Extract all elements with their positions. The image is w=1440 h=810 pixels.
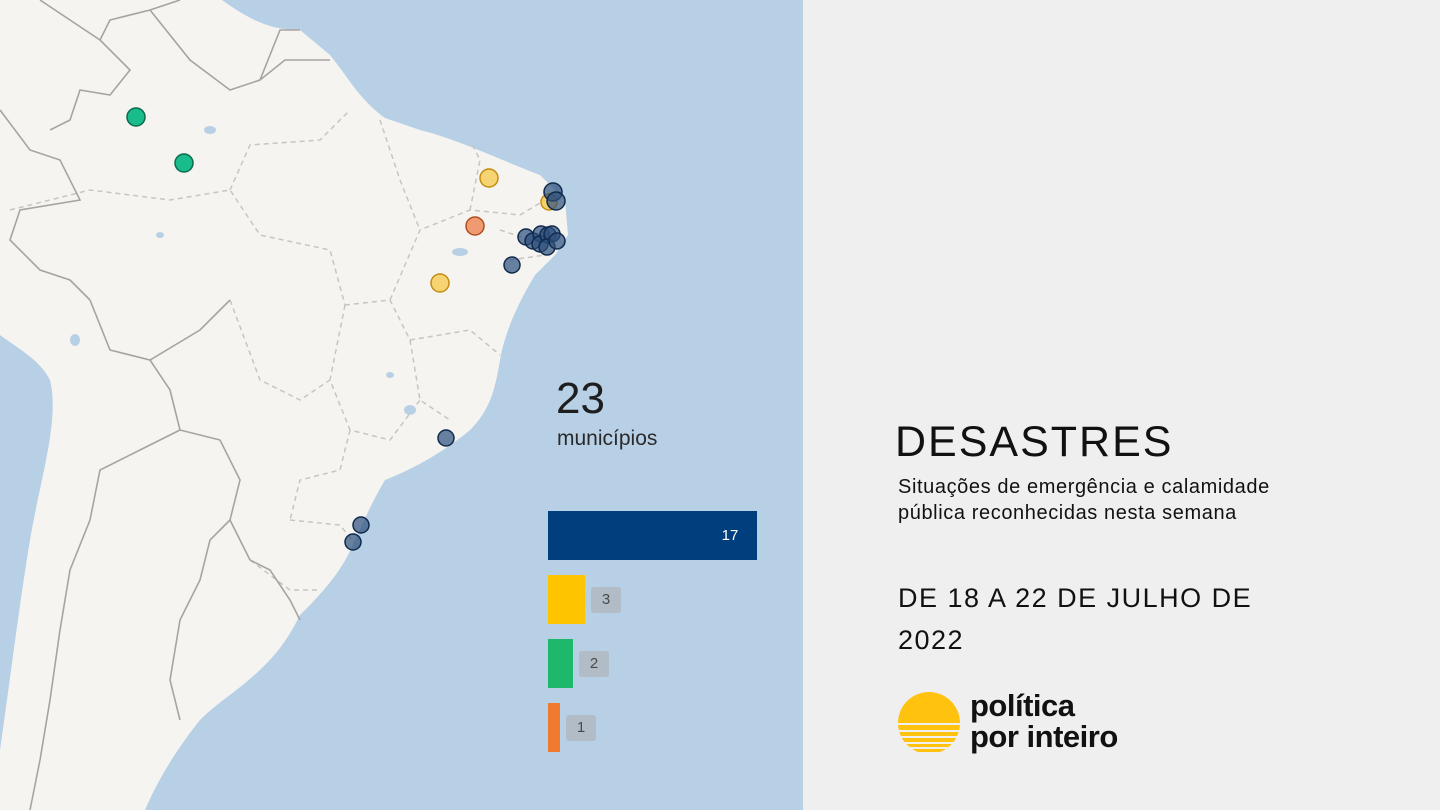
panel-subtitle: Situações de emergência e calamidade púb… — [898, 476, 1270, 524]
marker-seca[interactable] — [465, 216, 485, 236]
brand-line-2: por inteiro — [970, 719, 1118, 754]
marker-estiagem[interactable] — [430, 273, 450, 293]
marker-tempestade[interactable] — [437, 429, 455, 447]
brand-name: política por inteiro — [970, 690, 1118, 752]
category-value: 1 — [566, 715, 596, 741]
land-south-america — [0, 0, 568, 810]
category-value: 17 — [721, 527, 739, 544]
state-borders — [9, 109, 555, 591]
category-value: 3 — [591, 587, 621, 613]
marker-layer — [126, 107, 566, 551]
lakes — [70, 126, 468, 415]
marker-inundacao[interactable] — [174, 153, 194, 173]
category-bar[interactable] — [548, 575, 585, 624]
info-panel: DESASTRES Situações de emergência e cala… — [803, 0, 1440, 810]
municipality-count: 23 — [556, 374, 605, 423]
category-bar[interactable] — [548, 703, 560, 752]
marker-inundacao[interactable] — [126, 107, 146, 127]
category-bar[interactable] — [548, 639, 573, 688]
marker-tempestade[interactable] — [546, 191, 566, 211]
disaster-map[interactable]: 23 municípios Tempestade17Estiagem3Inund… — [0, 0, 803, 810]
municipality-count-label: municípios — [557, 427, 658, 450]
marker-tempestade[interactable] — [548, 232, 566, 250]
marker-tempestade[interactable] — [344, 533, 362, 551]
panel-title: DESASTRES — [895, 418, 1174, 466]
category-value: 2 — [579, 651, 609, 677]
marker-estiagem[interactable] — [479, 168, 499, 188]
sun-logo-icon — [898, 692, 960, 752]
brand-line-1: política — [970, 688, 1075, 723]
pacific-ocean — [0, 335, 53, 750]
country-borders — [0, 0, 330, 810]
category-bar[interactable] — [548, 511, 757, 560]
date-range: DE 18 A 22 DE JULHO DE 2022 — [898, 583, 1253, 655]
map-canvas — [0, 0, 568, 810]
marker-tempestade[interactable] — [352, 516, 370, 534]
marker-tempestade[interactable] — [503, 256, 521, 274]
brand-logo: política por inteiro — [896, 690, 1196, 760]
